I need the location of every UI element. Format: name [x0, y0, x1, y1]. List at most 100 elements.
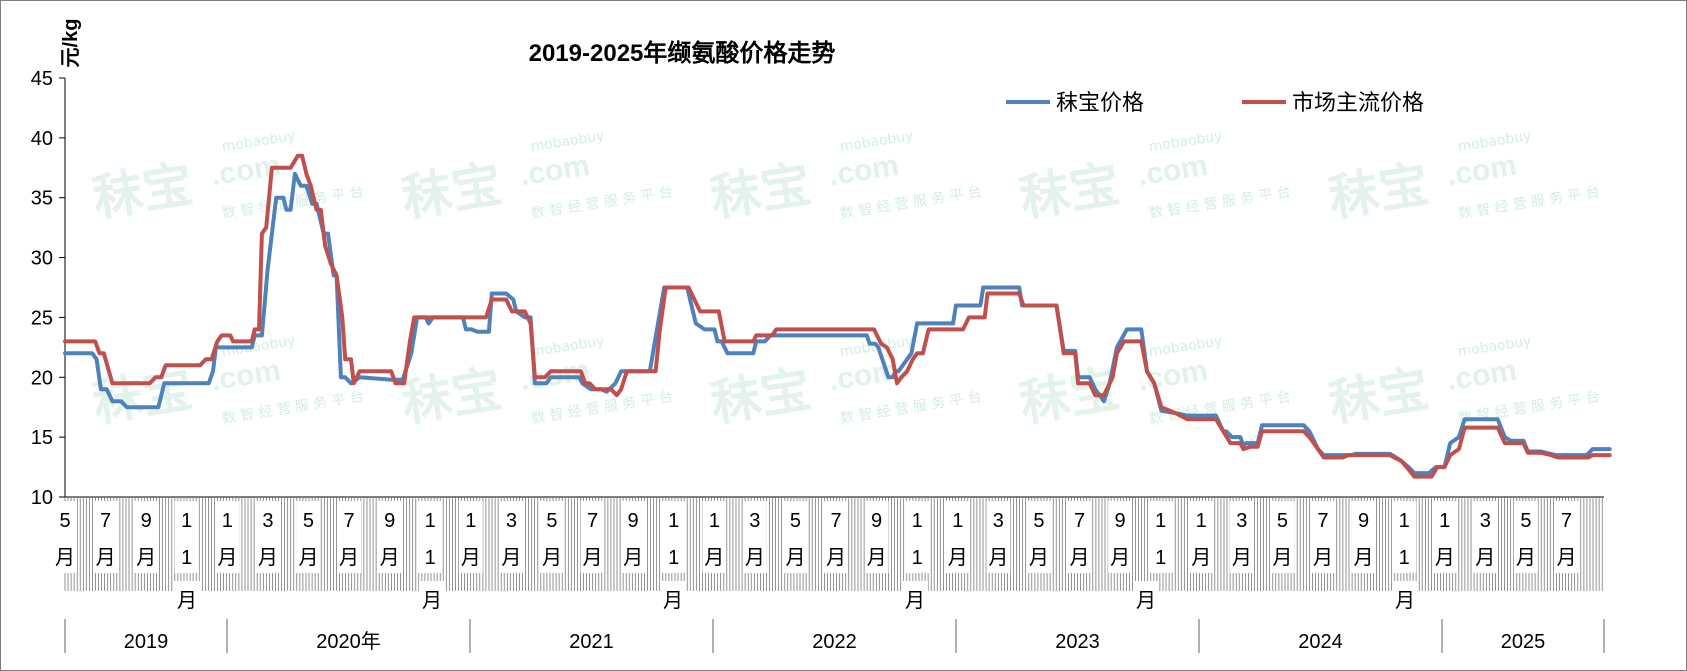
month-label-bg: [742, 501, 767, 573]
month-label-top: 1: [465, 510, 476, 532]
month-label-bottom: 月: [785, 547, 805, 569]
series-layer: [63, 153, 1612, 479]
x-month-label: 7月: [1310, 501, 1335, 573]
year-cell-bg: [714, 619, 955, 659]
x-month-label: 11: [418, 501, 443, 573]
month-label-top: 5: [790, 510, 801, 532]
month-label-bottom: 月: [988, 547, 1008, 569]
month-label-top: 5: [303, 510, 314, 532]
year-cell-bg: [471, 619, 712, 659]
x-month-label: 9月: [134, 501, 159, 573]
month-label-top: 5: [1520, 510, 1531, 532]
month-label-top: 1: [912, 510, 923, 532]
month-label-bg: [905, 501, 930, 573]
x-month-label: 5月: [539, 501, 564, 573]
month-label-bottom: 月: [96, 547, 116, 569]
y-tick-label: 25: [31, 307, 53, 329]
mid-label-bg: [660, 581, 686, 615]
x-year-label: 2021: [569, 631, 614, 653]
legend-label: 秣宝价格: [1056, 90, 1144, 115]
year-cell-bg: [228, 619, 469, 659]
month-label-bottom: 月: [1191, 547, 1211, 569]
month-label-top: 1: [181, 510, 192, 532]
x-month-label: 5月: [783, 501, 808, 573]
year-cell-bg: [957, 619, 1198, 659]
month-label-bg: [1513, 501, 1538, 573]
x-month-label: 11: [661, 501, 686, 573]
month-label-bottom: 月: [948, 547, 968, 569]
month-label-bg: [621, 501, 646, 573]
x-month-label: 5月: [53, 501, 77, 573]
month-label-bottom: 1: [668, 547, 679, 569]
month-label-bg: [134, 501, 159, 573]
x-mid-label: 月: [905, 590, 925, 612]
month-label-bottom: 月: [826, 547, 846, 569]
watermark-brand: 秣宝: [89, 155, 197, 228]
y-tick-label: 40: [31, 128, 53, 150]
y-tick-label: 45: [31, 68, 53, 90]
month-label-top: 9: [871, 510, 882, 532]
month-label-bg: [986, 501, 1011, 573]
x-month-label: 7月: [337, 501, 362, 573]
mid-label-bg: [1133, 581, 1159, 615]
x-month-label: 11: [905, 501, 930, 573]
mid-label-bg: [174, 581, 200, 615]
x-month-label: 3月: [1473, 501, 1498, 573]
month-label-top: 3: [1480, 510, 1491, 532]
x-year-label: 2020年: [316, 630, 381, 653]
x-month-label: 5月: [1270, 501, 1295, 573]
month-label-bg: [1067, 501, 1092, 573]
month-label-bottom: 月: [623, 547, 643, 569]
x-month-label: 3月: [499, 501, 524, 573]
x-month-label: 3月: [986, 501, 1011, 573]
month-label-bg: [1310, 501, 1335, 573]
watermark-brand: 秣宝: [707, 155, 815, 228]
month-label-top: 3: [506, 510, 517, 532]
x-mid-label: 月: [1136, 590, 1156, 612]
month-label-bg: [539, 501, 564, 573]
month-label-bottom: 月: [867, 547, 887, 569]
month-label-bottom: 月: [1475, 547, 1495, 569]
x-month-label: 3月: [255, 501, 280, 573]
month-label-bottom: 月: [1029, 547, 1049, 569]
x-year-label: 2025: [1501, 631, 1546, 653]
month-label-bg: [864, 501, 889, 573]
watermark-com: .com: [209, 354, 283, 398]
month-label-bottom: 月: [1070, 547, 1090, 569]
watermark-tagline: 数 智 经 营 服 务 平 台: [839, 389, 983, 427]
x-month-label: 1月: [945, 501, 970, 573]
x-year-label: 2022: [812, 631, 857, 653]
x-month-label: 7月: [1554, 501, 1579, 573]
watermark-com: .com: [1445, 354, 1519, 398]
legend-label: 市场主流价格: [1292, 90, 1424, 115]
watermark-com: .com: [1136, 149, 1210, 193]
month-label-bottom: 月: [1435, 547, 1455, 569]
month-label-top: 3: [749, 510, 760, 532]
x-month-label: 11: [1392, 501, 1417, 573]
x-axis: 5月7月9月111月3月5月7月9月111月3月5月7月9月111月3月5月7月…: [53, 496, 1605, 659]
year-cell-bg: [1443, 619, 1603, 659]
month-label-bottom: 月: [1516, 547, 1536, 569]
month-label-bg: [1229, 501, 1254, 573]
watermark-brand: 秣宝: [1325, 155, 1433, 228]
x-year-label: 2019: [124, 631, 169, 653]
month-label-bottom: 月: [339, 547, 359, 569]
month-label-bg: [1189, 501, 1214, 573]
month-label-bg: [215, 501, 240, 573]
month-label-top: 9: [1115, 510, 1126, 532]
watermark-tagline: 数 智 经 营 服 务 平 台: [530, 389, 674, 427]
month-label-bottom: 1: [912, 547, 923, 569]
month-label-bottom: 月: [1232, 547, 1252, 569]
month-label-bottom: 月: [1556, 547, 1576, 569]
month-label-top: 1: [222, 510, 233, 532]
month-label-top: 1: [1399, 510, 1410, 532]
y-tick-label: 15: [31, 427, 53, 449]
x-year-label: 2024: [1298, 631, 1343, 653]
month-label-bg: [1108, 501, 1133, 573]
month-label-bg: [661, 501, 686, 573]
y-tick-label: 30: [31, 248, 53, 270]
